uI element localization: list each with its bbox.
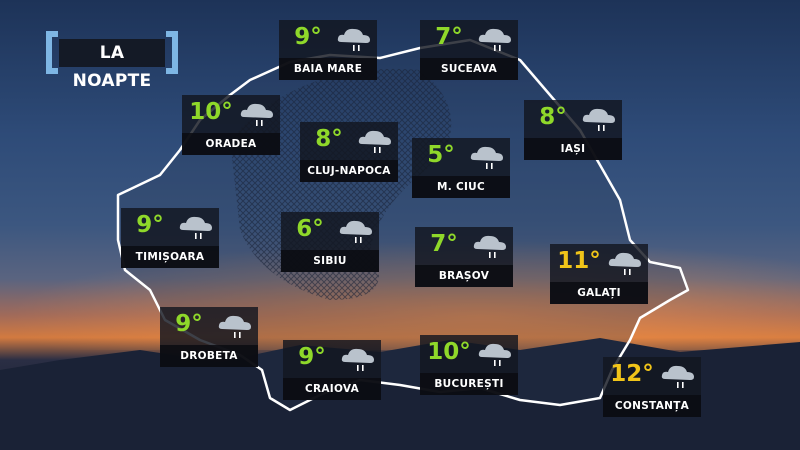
city-weather-tile: 9° TIMIȘOARA: [121, 208, 219, 268]
temperature: 9°: [294, 24, 322, 50]
rain-cloud-icon: [341, 348, 374, 371]
city-name: BAIA MARE: [279, 58, 377, 80]
city-weather-tile: 9° BAIA MARE: [279, 20, 377, 80]
temperature: 6°: [296, 216, 324, 242]
rain-cloud-icon: [470, 146, 503, 169]
city-name: ORADEA: [182, 133, 280, 155]
city-weather-tile: 6° SIBIU: [281, 212, 379, 272]
rain-cloud-icon: [179, 216, 212, 239]
city-weather-tile: 9° CRAIOVA: [283, 340, 381, 400]
left-bracket: [46, 31, 58, 74]
city-weather-tile: 11° GALAȚI: [550, 244, 648, 304]
rain-cloud-icon: [582, 108, 615, 131]
city-name: M. CIUC: [412, 176, 510, 198]
city-name: BUCUREȘTI: [420, 373, 518, 395]
temperature: 12°: [610, 361, 654, 387]
city-name: IAȘI: [524, 138, 622, 160]
temperature: 10°: [427, 339, 471, 365]
rain-cloud-icon: [478, 343, 511, 366]
temperature: 9°: [298, 344, 326, 370]
city-weather-tile: 5° M. CIUC: [412, 138, 510, 198]
rain-cloud-icon: [608, 252, 641, 275]
temperature: 10°: [189, 99, 233, 125]
city-name: BRAȘOV: [415, 265, 513, 287]
city-name: CRAIOVA: [283, 378, 381, 400]
rain-cloud-icon: [661, 365, 694, 388]
temperature: 8°: [539, 104, 567, 130]
city-weather-tile: 12° CONSTANȚA: [603, 357, 701, 417]
temperature: 7°: [435, 24, 463, 50]
city-weather-tile: 10° ORADEA: [182, 95, 280, 155]
city-weather-tile: 8° IAȘI: [524, 100, 622, 160]
temperature: 9°: [136, 212, 164, 238]
city-name: CONSTANȚA: [603, 395, 701, 417]
title: LA NOAPTE: [59, 39, 165, 91]
city-name: GALAȚI: [550, 282, 648, 304]
city-weather-tile: 9° DROBETA: [160, 307, 258, 367]
right-bracket: [166, 31, 178, 74]
rain-cloud-icon: [337, 28, 370, 51]
temperature: 7°: [430, 231, 458, 257]
rain-cloud-icon: [478, 28, 511, 51]
title-badge: LA NOAPTE: [46, 31, 178, 91]
city-weather-tile: 7° BRAȘOV: [415, 227, 513, 287]
city-weather-tile: 7° SUCEAVA: [420, 20, 518, 80]
temperature: 5°: [427, 142, 455, 168]
city-name: DROBETA: [160, 345, 258, 367]
rain-cloud-icon: [240, 103, 273, 126]
city-name: TIMIȘOARA: [121, 246, 219, 268]
rain-cloud-icon: [358, 130, 391, 153]
city-name: SIBIU: [281, 250, 379, 272]
temperature: 8°: [315, 126, 343, 152]
rain-cloud-icon: [473, 235, 506, 258]
rain-cloud-icon: [218, 315, 251, 338]
city-name: CLUJ-NAPOCA: [300, 160, 398, 182]
city-weather-tile: 8° CLUJ-NAPOCA: [300, 122, 398, 182]
rain-cloud-icon: [339, 220, 372, 243]
city-name: SUCEAVA: [420, 58, 518, 80]
temperature: 9°: [175, 311, 203, 337]
city-weather-tile: 10° BUCUREȘTI: [420, 335, 518, 395]
temperature: 11°: [557, 248, 601, 274]
